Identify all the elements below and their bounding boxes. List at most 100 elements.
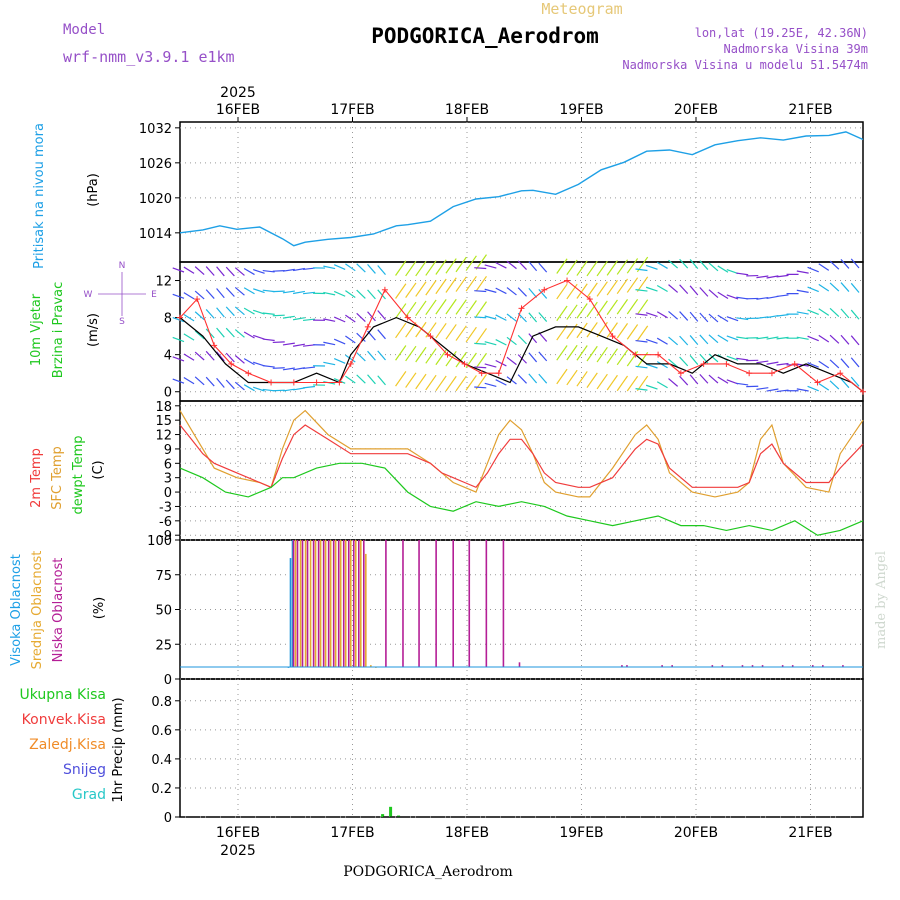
wind-barb — [302, 344, 316, 347]
wind-barb — [596, 373, 608, 390]
wind-barb — [756, 360, 769, 364]
wind-barb — [576, 303, 588, 319]
wind-barb — [586, 301, 598, 318]
wind-barb — [395, 260, 407, 276]
wind-barb — [216, 266, 225, 277]
wind-barb — [395, 345, 407, 361]
compass-s: S — [119, 317, 125, 327]
wind-barb — [395, 283, 407, 299]
wind-barb — [736, 336, 749, 340]
wind-barb — [183, 314, 195, 322]
wind-barb — [272, 389, 285, 392]
wind-barb — [234, 381, 245, 391]
wind-barb — [345, 335, 356, 344]
cloud-label-low: Niska Oblacnost — [51, 558, 66, 663]
wind-barb — [243, 287, 255, 295]
wind-barb — [345, 263, 356, 272]
wind-barb — [635, 365, 648, 369]
wind-barb — [205, 266, 215, 276]
wind-barb — [829, 282, 840, 292]
wind-barb — [626, 277, 639, 293]
wind-barb — [840, 282, 850, 292]
y-tick-label: 12 — [155, 429, 172, 444]
wind-barb — [272, 367, 285, 369]
wind-barb — [282, 342, 295, 346]
wind-barb — [465, 255, 477, 271]
wind-barb — [717, 265, 729, 273]
wind-barb — [616, 349, 629, 366]
wind-barb — [766, 388, 779, 392]
wind-barb — [425, 280, 437, 296]
wind-barb — [726, 294, 739, 300]
wind-barb — [216, 307, 225, 318]
wind-barb — [840, 334, 850, 345]
wind-barb — [455, 352, 467, 368]
wind-barb — [818, 263, 830, 271]
wind-barb — [818, 382, 830, 391]
wind-barb — [776, 294, 789, 298]
precip-legend: Ukupna Kisa Konvek.Kisa Zaledj.Kisa Snijeg G… — [19, 687, 106, 803]
pressure-unit: (hPa) — [86, 173, 101, 207]
y-tick-label: 6 — [164, 457, 172, 472]
wind-barb — [194, 351, 205, 361]
wind-barb — [850, 258, 860, 269]
wind-barb — [435, 259, 447, 275]
wind-barb — [415, 281, 427, 297]
wind-barb — [736, 272, 749, 276]
wind-barb — [415, 321, 427, 338]
wind-barb — [234, 306, 245, 316]
credit-label: made by Angel — [874, 551, 889, 649]
wind-barb — [292, 317, 305, 321]
wind-barb — [645, 384, 658, 390]
wind-barb — [205, 309, 215, 319]
temp-label-2m: 2m Temp — [29, 448, 44, 508]
wind-barb — [323, 318, 336, 322]
wind-barb — [656, 311, 668, 319]
wind-barb — [262, 338, 275, 342]
wind-barb — [668, 378, 679, 387]
wind-barb — [495, 262, 507, 269]
wind-barb — [194, 290, 205, 300]
wind-barb — [656, 361, 668, 369]
wind-barb — [262, 269, 275, 273]
bottom-day-label: 16FEB — [216, 825, 260, 841]
wind-barb — [586, 372, 598, 388]
wind-barb — [556, 305, 568, 322]
elevation-label: Nadmorska Visina 39m — [724, 42, 869, 56]
wind-barb — [840, 259, 850, 269]
wind-barb — [596, 281, 608, 297]
wind-barb — [253, 386, 265, 392]
precip-y-ticks: 0 0.2 0.4 0.6 0.8 — [151, 695, 180, 826]
wind-barb — [253, 334, 265, 340]
wind-barb — [425, 374, 437, 391]
precip-bar — [389, 806, 393, 817]
y-tick-label: 4 — [164, 349, 172, 364]
wind-barb — [596, 346, 608, 363]
wind-barb — [377, 350, 386, 361]
precip-legend-item: Snijeg — [63, 762, 106, 778]
wind-barb — [717, 376, 729, 384]
model-label: Model — [63, 22, 105, 38]
compass-w: W — [84, 290, 93, 300]
wind-speed-markers — [177, 277, 866, 395]
wind-barb — [234, 286, 245, 296]
wind-barb — [356, 263, 366, 273]
wind-barb — [506, 287, 517, 296]
wind-barb — [356, 289, 366, 299]
temp-unit: (C) — [91, 460, 106, 479]
wind-barb — [282, 290, 295, 294]
wind-barb — [506, 336, 517, 346]
page-title: PODGORICA_Aerodrom — [371, 24, 599, 48]
wind-barb — [194, 311, 205, 321]
y-tick-label: 1032 — [139, 122, 172, 137]
wind-barb — [776, 336, 789, 340]
wind-barb — [796, 311, 809, 315]
wind-barb — [736, 357, 749, 361]
wind-barb — [216, 377, 225, 388]
wind-barb — [807, 309, 819, 316]
wind-barb — [636, 375, 649, 392]
wind-barb — [484, 315, 497, 320]
wind-barb — [756, 316, 769, 320]
top-day-labels: 16FEB 17FEB 18FEB 19FEB 20FEB 21FEB — [216, 102, 833, 122]
wind-barb — [566, 304, 578, 320]
